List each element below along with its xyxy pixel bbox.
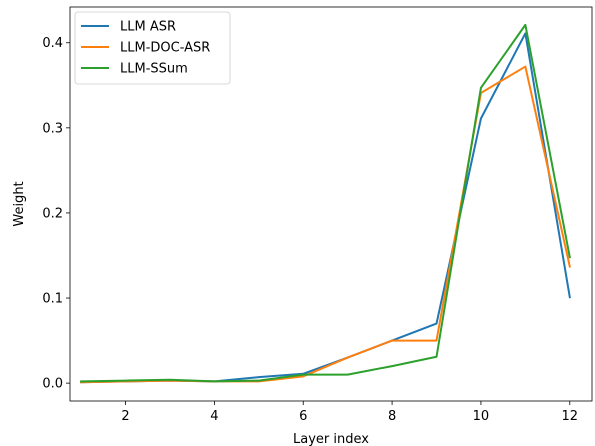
x-axis-ticks: 2 4 6 8 10 12 [121,401,578,424]
x-tick-label: 6 [299,409,307,424]
y-tick-label: 0.0 [42,377,63,392]
y-tick-label: 0.4 [42,36,63,51]
y-axis-ticks: 0.0 0.1 0.2 0.3 0.4 [42,36,70,392]
x-tick-label: 4 [210,409,218,424]
axes-layer [69,6,593,402]
y-tick-label: 0.2 [42,206,63,221]
legend-label-llm-doc-asr: LLM-DOC-ASR [120,41,210,56]
legend-items: LLM ASR LLM-DOC-ASR LLM-SSum [81,20,210,77]
legend-label-llm-asr: LLM ASR [120,20,176,35]
y-tick-label: 0.3 [42,121,63,136]
x-tick-label: 2 [121,409,129,424]
legend-label-llm-ssum: LLM-SSum [120,62,188,77]
y-tick-label: 0.1 [42,292,63,307]
y-axis-label: Weight [12,181,27,226]
x-axis-label: Layer index [293,432,369,446]
x-tick-label: 12 [562,409,579,424]
x-tick-label: 8 [388,409,396,424]
axes-frame [69,6,593,402]
series-line-llm-ssum [80,23,571,383]
legend-frame [74,11,231,85]
series-layer [80,23,571,384]
legend: LLM ASR LLM-DOC-ASR LLM-SSum [74,11,231,85]
x-tick-label: 10 [473,409,490,424]
